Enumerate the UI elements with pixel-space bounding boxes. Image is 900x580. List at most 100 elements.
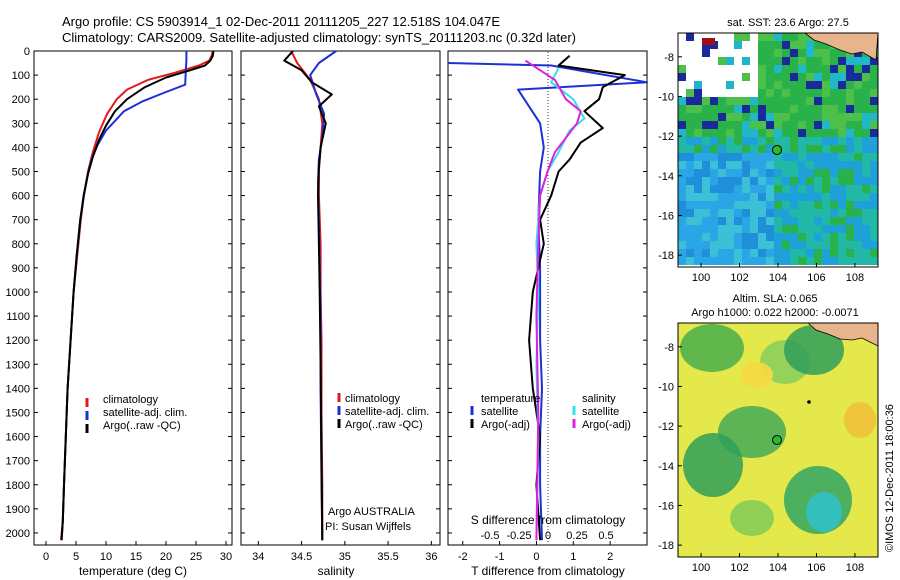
sst-cell (798, 217, 806, 225)
sla-blob (683, 433, 743, 497)
sst-cell (806, 201, 814, 209)
sst-cell (774, 185, 782, 193)
sst-cell (782, 33, 790, 41)
sst-cell (742, 217, 750, 225)
sst-cell (734, 145, 742, 153)
sst-cell (870, 113, 878, 121)
sst-cell (798, 209, 806, 217)
sst-cell (726, 257, 734, 265)
sst-cell (790, 153, 798, 161)
sst-cell (710, 153, 718, 161)
sst-cell (830, 137, 838, 145)
sst-cell (846, 57, 854, 65)
map-y-tick-label: -12 (658, 131, 674, 143)
series-line-satellite-adj-clim- (309, 50, 337, 541)
sst-cell (686, 89, 694, 97)
sst-cell (830, 121, 838, 129)
sst-cell (782, 113, 790, 121)
map-x-tick-label: 106 (807, 272, 825, 284)
sst-cell (766, 209, 774, 217)
sst-cell (678, 217, 686, 225)
sst-cell (838, 249, 846, 257)
sst-cell (702, 73, 710, 81)
sst-cell (798, 49, 806, 57)
sst-cell (854, 137, 862, 145)
map-y-tick-label: -16 (658, 500, 674, 512)
y-tick-label: 1400 (6, 383, 30, 395)
sst-cell (710, 73, 718, 81)
sst-cell (678, 121, 686, 129)
sst-cell (822, 249, 830, 257)
sst-cell (806, 145, 814, 153)
sst-cell (870, 81, 878, 89)
sst-cell (846, 209, 854, 217)
sst-cell (726, 193, 734, 201)
sst-cell (718, 241, 726, 249)
sst-cell (822, 241, 830, 249)
temperature-xlabel: temperature (deg C) (79, 564, 187, 578)
sst-cell (694, 209, 702, 217)
sst-cell (758, 145, 766, 153)
diff-legend-salinity-heading: salinity (582, 393, 616, 405)
sst-cell (734, 249, 742, 257)
sst-cell (702, 89, 710, 97)
x-tick-label: 15 (130, 551, 142, 563)
sst-cell (798, 249, 806, 257)
sst-cell (678, 257, 686, 265)
sst-cell (846, 145, 854, 153)
sst-cell (734, 169, 742, 177)
sst-cell (806, 241, 814, 249)
sst-cell (822, 65, 830, 73)
map-y-tick-label: -16 (658, 210, 674, 222)
sst-cell (758, 105, 766, 113)
sst-cell (742, 233, 750, 241)
sst-cell (854, 161, 862, 169)
sst-cell (822, 185, 830, 193)
sst-cell (862, 217, 870, 225)
sst-cell (846, 257, 854, 265)
sst-cell (710, 57, 718, 65)
sst-cell (758, 225, 766, 233)
sst-cell (734, 57, 742, 65)
sst-cell (822, 193, 830, 201)
sst-cell (814, 129, 822, 137)
sst-cell (734, 65, 742, 73)
sst-cell (822, 233, 830, 241)
sst-cell (710, 65, 718, 73)
figure-title-line1: Argo profile: CS 5903914_1 02-Dec-2011 2… (62, 14, 500, 29)
sst-cell (846, 161, 854, 169)
sst-cell (830, 145, 838, 153)
sst-cell (838, 201, 846, 209)
sst-cell (742, 225, 750, 233)
sst-cell (830, 161, 838, 169)
y-tick-label: 1700 (6, 456, 30, 468)
sst-cell (854, 185, 862, 193)
sst-cell (742, 73, 750, 81)
sst-cell (710, 209, 718, 217)
sst-cell (686, 65, 694, 73)
sst-cell (870, 185, 878, 193)
sst-cell (750, 161, 758, 169)
sst-cell (798, 129, 806, 137)
sst-cell (846, 233, 854, 241)
map-y-tick-label: -12 (658, 421, 674, 433)
sst-cell (782, 257, 790, 265)
sst-cell (742, 113, 750, 121)
sst-cell (766, 73, 774, 81)
sst-cell (870, 145, 878, 153)
sst-cell (702, 209, 710, 217)
sst-cell (814, 137, 822, 145)
sst-cell (686, 257, 694, 265)
series-line-argo-raw-qc- (283, 50, 333, 541)
sst-cell (734, 137, 742, 145)
sst-cell (814, 113, 822, 121)
sst-cell (742, 201, 750, 209)
salinity-legend-argo: Argo(..raw -QC) (345, 419, 423, 431)
sst-cell (726, 145, 734, 153)
sst-cell (814, 121, 822, 129)
map-y-tick-label: -8 (664, 342, 674, 354)
sst-cell (814, 41, 822, 49)
sst-cell (734, 161, 742, 169)
sst-cell (782, 225, 790, 233)
